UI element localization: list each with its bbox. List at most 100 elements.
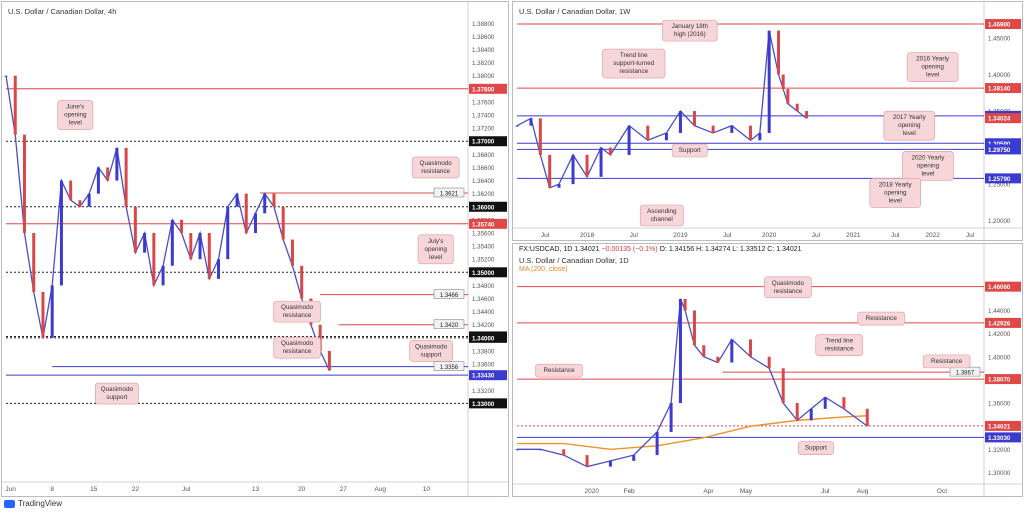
h4-level-badge-text: 1.36000 [472, 204, 495, 211]
weekly-annotation-text: 2020 Yearly [911, 154, 945, 161]
daily-level-badge [985, 420, 1021, 431]
h4-chart-panel[interactable]: U.S. Dollar / Canadian Dollar, 4h 1.3880… [1, 1, 509, 497]
weekly-level-badge [985, 138, 1021, 149]
weekly-annotation-box [906, 52, 959, 82]
h4-candle [281, 206, 285, 240]
weekly-x-tick: 2022 [925, 232, 940, 239]
h4-annotation-text: Quasimodo [415, 343, 448, 350]
h4-candle [87, 193, 91, 207]
daily-candle [608, 460, 612, 467]
h4-candle [327, 350, 331, 371]
daily-chart-svg[interactable]: 1.440001.420001.400001.380001.360001.340… [513, 244, 1022, 496]
daily-y-tick: 1.44000 [988, 308, 1011, 315]
h4-candle [50, 285, 54, 338]
h4-candle [115, 147, 119, 181]
daily-price-line [517, 298, 868, 468]
h4-annotation-text: level [69, 120, 82, 127]
daily-annotation-box [797, 441, 834, 455]
h4-level-badge [469, 398, 507, 409]
daily-candle [538, 449, 542, 451]
daily-candle [692, 310, 696, 346]
tradingview-brand[interactable]: TradingView [4, 499, 62, 508]
h4-y-tick: 1.33800 [472, 348, 495, 355]
daily-annotation-text: Trend line [825, 338, 853, 345]
daily-level-badge [985, 374, 1021, 385]
h4-candle [133, 206, 137, 253]
h4-annotation-text: resistance [421, 168, 450, 175]
daily-annotation-box [764, 276, 812, 299]
weekly-chart-panel[interactable]: U.S. Dollar / Canadian Dollar, 1W 1.4500… [512, 1, 1023, 241]
weekly-annotation-text: Trend line [620, 52, 648, 59]
h4-y-tick: 1.38200 [472, 60, 495, 67]
weekly-candle [781, 74, 785, 90]
h4-x-tick: 8 [50, 486, 54, 493]
weekly-annotation-text: January 18th [672, 23, 709, 30]
h4-chart-title: U.S. Dollar / Canadian Dollar, 4h [8, 7, 117, 16]
h4-level-badge [469, 201, 507, 212]
daily-chart-panel[interactable]: FX:USDCAD, 1D 1.34021 −0.00135 (−0.1%) O… [512, 243, 1023, 497]
h4-candle [272, 193, 276, 207]
daily-candle [683, 298, 687, 311]
weekly-annotation-box [883, 110, 936, 141]
h4-candle [78, 200, 82, 207]
weekly-candle [538, 118, 542, 155]
h4-y-tick: 1.34800 [472, 283, 495, 290]
h4-annotation-text: resistance [283, 348, 312, 355]
daily-level-badge [985, 317, 1021, 328]
weekly-annotation-text: level [903, 130, 916, 137]
h4-annotation-text: opening [64, 112, 87, 119]
h4-level-tag [433, 319, 465, 330]
h4-annotation-box [273, 336, 321, 359]
daily-x-tick: 2020 [584, 488, 599, 495]
h4-annotation-text: Quasimodo [101, 386, 134, 393]
weekly-annotation-box [662, 19, 718, 42]
h4-candle [226, 206, 230, 260]
weekly-annotation-text: level [926, 72, 939, 79]
daily-candle [655, 431, 659, 456]
weekly-annotation-text: support-turned [613, 60, 654, 67]
daily-candle [585, 455, 589, 467]
daily-annotation-text: resistance [774, 288, 803, 295]
h4-annotation-text: support [106, 394, 127, 401]
weekly-y-tick: 1.25000 [988, 182, 1011, 189]
h4-y-tick: 1.36800 [472, 152, 495, 159]
weekly-annotation-text: level [889, 197, 902, 204]
daily-candle [865, 408, 869, 427]
weekly-x-tick: 2019 [673, 232, 688, 239]
daily-annotation-text: Resistance [931, 358, 963, 365]
h4-annotation-text: support [421, 351, 442, 358]
h4-y-tick: 1.37600 [472, 99, 495, 106]
h4-candle [124, 147, 128, 207]
weekly-price-badge-text: 1.34024 [988, 116, 1011, 123]
h4-annotation-box [95, 382, 139, 405]
h4-y-tick: 1.34600 [472, 296, 495, 303]
h4-level-tag-text: 1.3621 [440, 192, 459, 198]
weekly-candle [805, 111, 809, 119]
h4-candle [32, 232, 36, 292]
daily-chart-title: U.S. Dollar / Canadian Dollar, 1D [519, 256, 629, 265]
weekly-level-badge [985, 173, 1021, 184]
h4-candle [263, 193, 267, 214]
weekly-candle [585, 154, 589, 177]
weekly-chart-svg[interactable]: 1.450001.400001.350001.300001.250001.200… [513, 2, 1022, 240]
weekly-annotation-text: 2017 Yearly [893, 114, 927, 121]
h4-level-tag-text: 1.3420 [440, 323, 459, 329]
h4-annotation-text: opening [424, 246, 447, 253]
weekly-candle [692, 111, 696, 126]
h4-candle [13, 75, 17, 135]
h4-chart-svg[interactable]: 1.38800 1.38600 1.38400 1.38200 1.38000 1.378… [2, 2, 508, 496]
footer: TradingView [0, 498, 1024, 512]
daily-candle [795, 403, 799, 421]
weekly-annotation-text: high (2016) [674, 31, 706, 38]
h4-annotation-text: July's [428, 238, 444, 245]
daily-annotation-text: Resistance [543, 367, 575, 374]
weekly-price-badge [985, 113, 1021, 124]
h4-annotation-box [409, 340, 453, 362]
h4-x-tick: 27 [340, 486, 348, 493]
h4-candle [189, 232, 193, 260]
h4-level-badge-text: 1.35740 [472, 221, 495, 228]
daily-y-tick: 1.40000 [988, 354, 1011, 361]
daily-ohlc-line: FX:USDCAD, 1D 1.34021 −0.00135 (−0.1%) O… [519, 246, 802, 253]
h4-x-tick: 10 [423, 486, 431, 493]
weekly-candle [711, 125, 715, 133]
